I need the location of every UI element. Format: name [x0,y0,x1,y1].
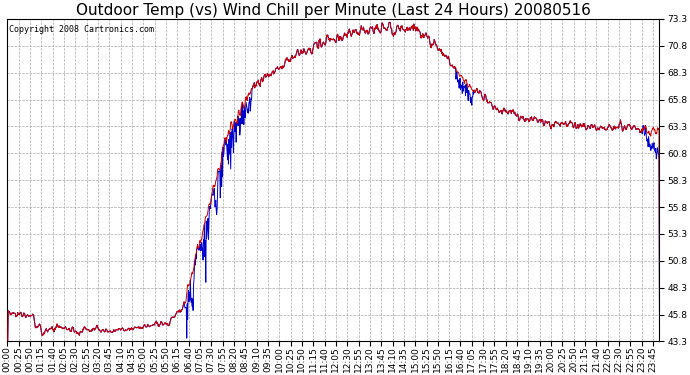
Text: Copyright 2008 Cartronics.com: Copyright 2008 Cartronics.com [8,26,154,34]
Title: Outdoor Temp (vs) Wind Chill per Minute (Last 24 Hours) 20080516: Outdoor Temp (vs) Wind Chill per Minute … [76,3,591,18]
